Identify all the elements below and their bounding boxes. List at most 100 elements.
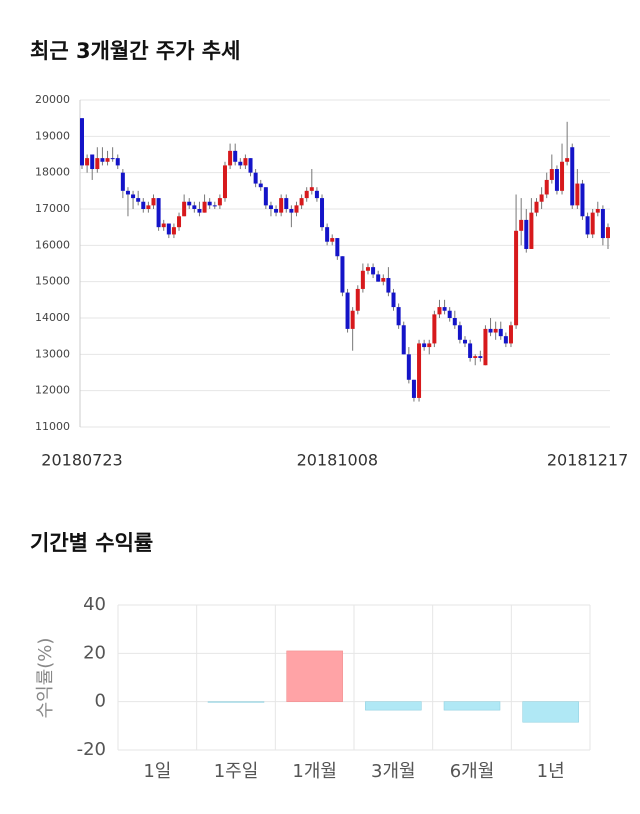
- y-tick-label: 12000: [35, 384, 70, 397]
- y-tick-label: 18000: [35, 166, 70, 179]
- candle-body: [529, 212, 534, 249]
- candle-body: [192, 205, 197, 209]
- candle-body: [340, 256, 345, 293]
- candle-body: [524, 219, 529, 249]
- candle-body: [544, 179, 549, 195]
- candle-body: [299, 198, 304, 206]
- candle-body: [294, 205, 299, 213]
- candle-body: [396, 307, 401, 326]
- candle-body: [304, 190, 309, 199]
- candle-body: [442, 307, 447, 311]
- candle-body: [110, 158, 115, 160]
- candle-body: [483, 328, 488, 366]
- candle-body: [457, 325, 462, 340]
- candle-body: [136, 198, 141, 202]
- candle-body: [417, 343, 422, 398]
- candle-body: [325, 227, 330, 242]
- y-tick-label: 16000: [35, 238, 70, 251]
- candle-body: [171, 227, 176, 235]
- candle-body: [473, 356, 478, 358]
- candle-body: [600, 209, 605, 239]
- x-tick-label: 1개월: [292, 761, 337, 782]
- candle-body: [381, 278, 386, 282]
- y-tick-label: 17000: [35, 202, 70, 215]
- candle-body: [534, 201, 539, 213]
- bar: [443, 701, 501, 711]
- bar: [365, 701, 422, 711]
- candle-body: [560, 161, 565, 191]
- candle-body: [161, 223, 166, 228]
- candle-body: [585, 216, 590, 235]
- candle-body: [115, 158, 120, 166]
- candle-body: [427, 343, 432, 348]
- candle-body: [508, 325, 513, 344]
- bar: [286, 650, 343, 702]
- candle-body: [549, 169, 554, 180]
- candle-body: [90, 154, 95, 170]
- candle-body: [314, 190, 319, 199]
- candle-body: [493, 328, 498, 333]
- candle-body: [274, 209, 279, 213]
- candle-body: [355, 288, 360, 311]
- y-tick-label: -20: [77, 739, 106, 760]
- candle-body: [284, 198, 289, 209]
- candle-body: [330, 238, 335, 242]
- candle-body: [580, 183, 585, 217]
- candle-body: [595, 209, 600, 213]
- y-tick-label: 11000: [35, 420, 70, 433]
- x-tick-label: 6개월: [450, 761, 495, 782]
- candle-body: [222, 165, 227, 199]
- candle-body: [268, 205, 273, 209]
- candle-body: [207, 201, 212, 206]
- y-tick-label: 19000: [35, 129, 70, 142]
- y-tick-label: 20000: [35, 93, 70, 106]
- candle-body: [554, 169, 559, 191]
- candle-body: [437, 307, 442, 315]
- candle-body: [248, 158, 253, 173]
- candle-body: [105, 158, 110, 162]
- candle-body: [156, 198, 161, 228]
- candle-body: [488, 328, 493, 333]
- x-tick-label: 20181008: [297, 451, 378, 470]
- candle-body: [519, 219, 524, 231]
- candle-body: [539, 194, 544, 202]
- candle-body: [503, 336, 508, 344]
- candle-body: [391, 292, 396, 308]
- candle-body: [120, 172, 125, 191]
- y-tick-label: 0: [95, 691, 106, 712]
- candle-body: [187, 201, 192, 206]
- y-tick-label: 40: [83, 594, 106, 615]
- candle-body: [166, 223, 171, 235]
- candle-body: [565, 158, 570, 162]
- candle-body: [432, 314, 437, 344]
- candle-body: [371, 267, 376, 275]
- candle-body: [228, 150, 233, 166]
- y-tick-label: 13000: [35, 347, 70, 360]
- candle-body: [468, 343, 473, 358]
- candle-body: [401, 325, 406, 355]
- candle-body: [376, 274, 381, 282]
- bar: [207, 701, 265, 703]
- x-tick-label: 20181217: [547, 451, 628, 470]
- candle-body: [202, 201, 207, 213]
- candle-body: [365, 267, 370, 271]
- y-tick-label: 14000: [35, 311, 70, 324]
- candle-body: [258, 183, 263, 188]
- candle-body: [243, 158, 248, 166]
- candle-body: [217, 198, 222, 206]
- candle-body: [238, 161, 243, 166]
- candle-body: [320, 198, 325, 228]
- candle-body: [411, 379, 416, 398]
- candle-body: [151, 198, 156, 206]
- x-tick-label: 20180723: [41, 451, 122, 470]
- candle-body: [570, 147, 575, 206]
- y-tick-label: 20: [83, 642, 106, 663]
- candle-body: [146, 205, 151, 209]
- y-axis-label: 수익률(%): [35, 638, 56, 719]
- candle-body: [125, 190, 130, 195]
- candle-body: [606, 227, 610, 239]
- chart-title: 기간별 수익률: [30, 531, 153, 555]
- candle-body: [406, 354, 411, 380]
- candle-body: [263, 187, 268, 206]
